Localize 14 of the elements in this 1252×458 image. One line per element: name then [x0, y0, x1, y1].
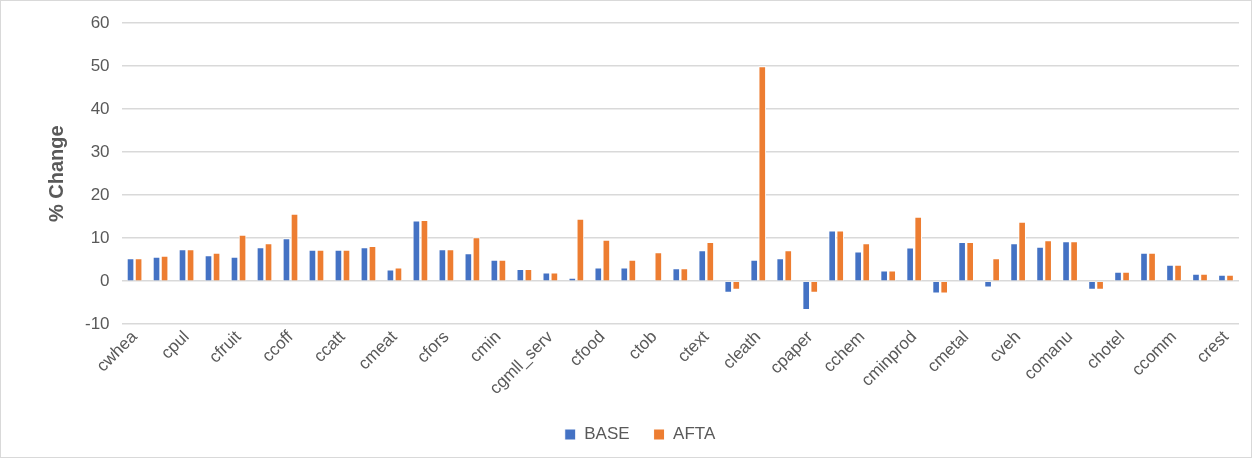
legend-label: BASE	[584, 424, 630, 444]
x-tick-label: ctob	[624, 327, 661, 364]
x-tick-label: cpul	[157, 327, 193, 363]
y-tick-label: 30	[90, 141, 110, 161]
legend-label: AFTA	[673, 424, 716, 444]
y-axis-title: % Change	[44, 125, 67, 223]
y-tick-label: 10	[90, 227, 110, 247]
y-tick-label: 60	[90, 12, 110, 32]
x-tick-label: cveh	[985, 327, 1025, 366]
y-tick-label: 50	[90, 55, 110, 75]
y-tick-label: -10	[84, 313, 110, 333]
y-tick-label: 20	[90, 184, 110, 204]
y-tick-label: 40	[90, 98, 110, 118]
y-tick-label: 0	[100, 270, 110, 290]
